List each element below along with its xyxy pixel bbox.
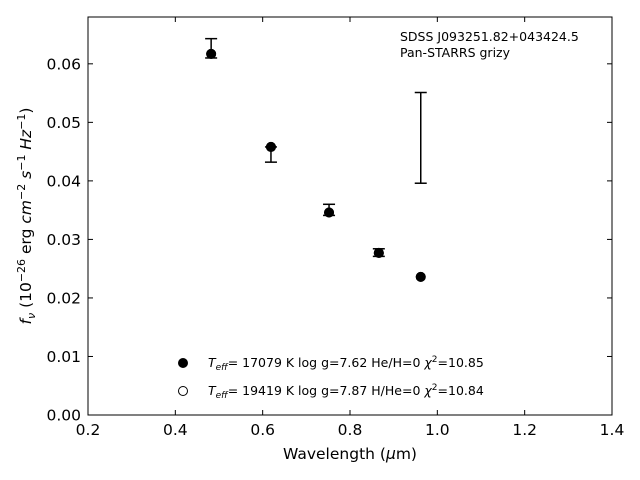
legend-label-he-h: Teff= 17079 K log g=7.62 He/H=0 χ2=10.85 — [208, 355, 484, 373]
x-tick-label: 1.4 — [600, 421, 625, 439]
model-point-open — [206, 48, 217, 59]
y-axis-label: fν (10−26 erg cm−2 s−1 Hz−1) — [15, 108, 38, 325]
model-point-open — [324, 207, 335, 218]
y-tick-label: 0.04 — [46, 172, 81, 190]
y-tick-label: 0.00 — [46, 407, 81, 425]
x-tick-label: 0.6 — [250, 421, 275, 439]
y-tick-label: 0.01 — [46, 348, 81, 366]
x-tick-label: 0.8 — [338, 421, 363, 439]
data-points — [206, 48, 426, 282]
legend: Teff= 17079 K log g=7.62 He/H=0 χ2=10.85… — [178, 355, 484, 401]
error-bars — [205, 37, 427, 258]
axis-ticks: 0.2 0.4 0.6 0.8 1.0 1.2 1.4 0.00 0.01 0.02 0.03 0.0… — [46, 17, 624, 439]
survey-annotation: Pan-STARRS grizy — [400, 45, 511, 60]
model-point-open — [265, 141, 276, 152]
legend-open-marker — [178, 386, 188, 396]
model-point-open — [415, 271, 426, 282]
x-tick-label: 0.4 — [163, 421, 188, 439]
x-tick-label: 1.2 — [512, 421, 537, 439]
object-name-annotation: SDSS J093251.82+043424.5 — [400, 29, 579, 44]
legend-label-h-he: Teff= 19419 K log g=7.87 H/He=0 χ2=10.84 — [208, 383, 484, 401]
model-point-open — [373, 247, 384, 258]
y-tick-label: 0.02 — [46, 289, 81, 307]
x-tick-label: 1.0 — [425, 421, 450, 439]
y-tick-label: 0.05 — [46, 114, 81, 132]
legend-filled-marker — [178, 358, 188, 368]
x-axis-label: Wavelength (μm) — [283, 445, 417, 463]
x-tick-label: 0.2 — [76, 421, 101, 439]
y-tick-label: 0.03 — [46, 231, 81, 249]
y-tick-label: 0.06 — [46, 55, 81, 73]
